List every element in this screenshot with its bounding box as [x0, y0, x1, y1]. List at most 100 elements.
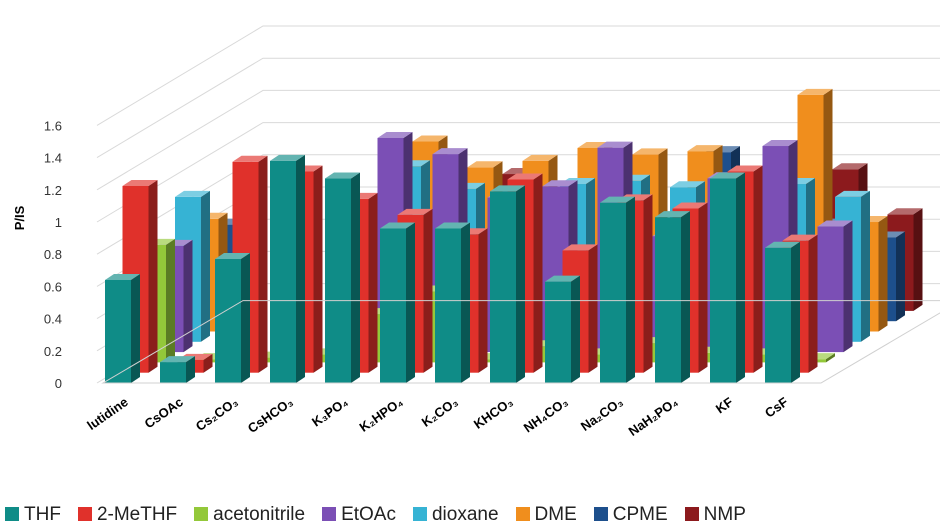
bar-front	[655, 217, 681, 383]
category-label: CsHCO₃	[245, 394, 296, 436]
bar-side	[351, 172, 360, 383]
bar-top	[562, 244, 598, 251]
legend-item: THF	[5, 504, 61, 523]
gridline	[96, 57, 940, 159]
legend-swatch	[515, 507, 530, 521]
bar-top	[122, 179, 158, 186]
series-THF	[105, 154, 800, 383]
bar-top	[105, 273, 140, 280]
bar-top	[542, 180, 578, 187]
y-tick-labels: 0 0.2 0.4 0.6 0.8 1 1.2 1.4 1.6	[44, 118, 62, 391]
category-label: lutidine	[84, 394, 130, 433]
legend-swatch	[593, 507, 608, 521]
bar-side	[736, 172, 745, 383]
bar-front	[105, 279, 131, 383]
bar-top	[412, 135, 448, 142]
bar	[435, 222, 470, 383]
bar	[765, 241, 800, 383]
bar	[710, 172, 745, 383]
bar-side	[183, 239, 193, 353]
bar-top	[817, 220, 853, 227]
legend-label: DME	[534, 504, 577, 523]
bar-top	[835, 190, 870, 197]
bar-side	[368, 192, 378, 373]
bar-side	[186, 356, 195, 383]
bar-side	[843, 220, 853, 353]
bar-top	[782, 234, 818, 241]
bar-side	[791, 241, 800, 383]
gridline	[96, 89, 940, 191]
category-label: KHCO₃	[471, 394, 516, 432]
bar-top	[670, 181, 705, 188]
bar-front	[817, 226, 844, 353]
bar-front	[710, 178, 736, 383]
category-label: K₂HPO₄	[357, 394, 406, 435]
bar-side	[313, 165, 323, 373]
bar-top	[397, 208, 433, 215]
legend-swatch	[684, 507, 699, 521]
bar-side	[258, 155, 268, 373]
legend-item: dioxane	[412, 504, 499, 523]
bar-top	[710, 172, 745, 179]
legend-label: EtOAc	[341, 504, 396, 523]
bar-side	[681, 211, 690, 383]
y-tick-label: 0.6	[44, 279, 62, 294]
y-axis-label: P/IS	[12, 205, 27, 230]
legend-label: THF	[24, 504, 61, 523]
bar-top	[887, 208, 923, 215]
bar-side	[588, 244, 598, 373]
legend-swatch	[77, 507, 92, 521]
category-label: CsOAc	[142, 394, 186, 431]
bar-top	[160, 356, 195, 363]
bar-top	[765, 241, 800, 248]
bar	[105, 273, 140, 383]
bar-side	[698, 202, 708, 373]
bar-side	[826, 353, 835, 363]
category-label: K₂CO₃	[419, 394, 461, 430]
legend-label: NMP	[703, 504, 746, 523]
y-tick-label: 1	[55, 215, 62, 230]
bar-front	[490, 191, 516, 383]
bar-top	[597, 141, 633, 148]
legend-label: dioxane	[431, 504, 499, 523]
floor-outline	[101, 300, 940, 384]
floor	[101, 300, 940, 384]
bar-front	[270, 160, 296, 383]
bar	[655, 211, 690, 383]
bar-side	[461, 222, 470, 383]
bar-front	[765, 247, 791, 383]
bar-top	[377, 131, 413, 138]
y-tick-label: 0	[55, 376, 62, 391]
bar-top	[325, 172, 360, 179]
category-label: NH₄CO₃	[521, 394, 571, 435]
bar-front	[215, 259, 241, 383]
bar-side	[166, 238, 175, 363]
bar-top	[432, 148, 468, 155]
bar-top	[797, 88, 833, 95]
y-tick-label: 1.6	[44, 118, 62, 133]
legend-label: CPME	[612, 504, 668, 523]
bar-side	[626, 196, 635, 383]
bar	[490, 185, 525, 383]
bar-front	[435, 228, 461, 383]
bar-front	[545, 281, 571, 383]
bar-side	[296, 154, 305, 383]
bar-top	[215, 253, 250, 260]
bar	[600, 196, 635, 383]
bar-top	[380, 222, 415, 229]
bar-top	[832, 163, 868, 170]
legend-item: EtOAc	[322, 504, 396, 523]
legend-item: NMP	[684, 504, 746, 523]
bar-side	[861, 190, 870, 342]
bar-side	[423, 208, 433, 373]
legend-label: acetonitrile	[213, 504, 306, 523]
bar-top	[175, 190, 210, 197]
bar-side	[913, 208, 923, 311]
bar-front	[325, 178, 351, 383]
bar-front	[380, 228, 406, 383]
bar-side	[533, 173, 543, 373]
category-label: CsF	[762, 394, 791, 420]
legend-item: DME	[515, 504, 577, 523]
legend-swatch	[5, 507, 19, 521]
